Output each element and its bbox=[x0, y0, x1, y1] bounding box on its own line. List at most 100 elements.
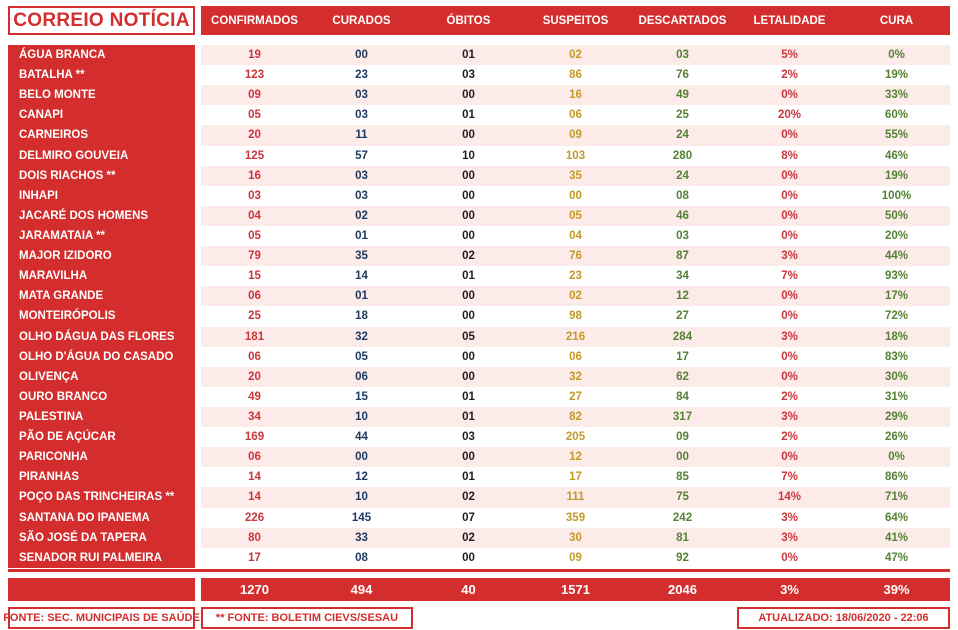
cell-descartados: 87 bbox=[676, 250, 689, 263]
cell-suspeitos: 09 bbox=[569, 551, 582, 564]
cell-cura: 30% bbox=[884, 370, 909, 383]
municipality-row-label: POÇO DAS TRINCHEIRAS ** bbox=[8, 487, 195, 507]
table-row: 79 35 02 76 87 3% 44% bbox=[201, 246, 950, 267]
table-row: 05 01 00 04 03 0% 20% bbox=[201, 226, 950, 246]
cell-obitos: 00 bbox=[462, 89, 475, 102]
municipality-row-label: BELO MONTE bbox=[8, 85, 195, 105]
cell-descartados: 92 bbox=[676, 551, 689, 564]
cell-obitos: 03 bbox=[462, 431, 475, 444]
cell-cura: 41% bbox=[884, 531, 909, 544]
table-row: 04 02 00 05 46 0% 50% bbox=[201, 205, 950, 226]
cell-curados: 08 bbox=[355, 551, 368, 564]
cell-suspeitos: 111 bbox=[566, 491, 585, 504]
municipality-name: MONTEIRÓPOLIS bbox=[19, 310, 116, 323]
column-header: CURADOS bbox=[332, 14, 391, 27]
cell-suspeitos: 98 bbox=[569, 310, 582, 323]
municipality-row-label: DELMIRO GOUVEIA bbox=[8, 146, 195, 166]
source-note-municipal: FONTE: SEC. MUNICIPAIS DE SAÚDE bbox=[3, 607, 200, 629]
cell-letalidade: 2% bbox=[781, 69, 798, 82]
column-header: LETALIDADE bbox=[753, 14, 826, 27]
column-header: CONFIRMADOS bbox=[211, 14, 298, 27]
cell-letalidade: 0% bbox=[781, 310, 798, 323]
cell-cura: 19% bbox=[884, 69, 909, 82]
source-note-cievs: ** FONTE: BOLETIM CIEVS/SESAU bbox=[201, 607, 413, 629]
table-row: 34 10 01 82 317 3% 29% bbox=[201, 406, 950, 428]
cell-cura: 33% bbox=[884, 89, 909, 102]
cell-curados: 03 bbox=[355, 189, 368, 202]
total-cura: 39% bbox=[883, 582, 910, 597]
cell-obitos: 00 bbox=[462, 230, 475, 243]
cell-curados: 23 bbox=[355, 69, 368, 82]
cell-suspeitos: 23 bbox=[569, 270, 582, 283]
cell-descartados: 09 bbox=[676, 431, 689, 444]
total-curados: 494 bbox=[350, 582, 373, 597]
cell-curados: 12 bbox=[355, 471, 368, 484]
table-row: 06 01 00 02 12 0% 17% bbox=[201, 286, 950, 307]
cell-descartados: 00 bbox=[676, 451, 689, 464]
cell-confirmados: 06 bbox=[248, 290, 261, 303]
cell-confirmados: 79 bbox=[248, 250, 261, 263]
column-header: SUSPEITOS bbox=[542, 14, 609, 27]
municipality-row-label: MATA GRANDE bbox=[8, 286, 195, 306]
totals-left-block bbox=[8, 578, 195, 601]
cell-letalidade: 0% bbox=[781, 209, 798, 222]
municipality-name: POÇO DAS TRINCHEIRAS ** bbox=[19, 491, 175, 504]
header-band: CORREIO NOTÍCIA CONFIRMADOS CURADOS ÓBITOS… bbox=[8, 6, 950, 35]
table-row: 20 06 00 32 62 0% 30% bbox=[201, 366, 950, 387]
table-bottom-rule bbox=[8, 569, 950, 572]
cell-cura: 44% bbox=[884, 250, 909, 263]
cell-suspeitos: 205 bbox=[565, 431, 586, 444]
cell-obitos: 01 bbox=[462, 109, 475, 122]
cell-confirmados: 05 bbox=[248, 230, 261, 243]
municipality-name: PARICONHA bbox=[19, 451, 88, 464]
cell-cura: 19% bbox=[884, 169, 909, 182]
cell-obitos: 01 bbox=[462, 270, 475, 283]
cell-letalidade: 0% bbox=[781, 290, 798, 303]
table-row: 49 15 01 27 84 2% 31% bbox=[201, 387, 950, 407]
cell-cura: 64% bbox=[884, 511, 909, 524]
municipality-row-label: JARAMATAIA ** bbox=[8, 226, 195, 246]
cell-letalidade: 0% bbox=[781, 551, 798, 564]
cell-obitos: 00 bbox=[462, 451, 475, 464]
cell-confirmados: 03 bbox=[248, 189, 261, 202]
municipality-row-label: SANTANA DO IPANEMA bbox=[8, 508, 195, 528]
cell-obitos: 07 bbox=[462, 511, 475, 524]
cell-descartados: 317 bbox=[672, 411, 693, 424]
cell-obitos: 00 bbox=[462, 290, 475, 303]
cell-suspeitos: 02 bbox=[569, 290, 582, 303]
cell-confirmados: 19 bbox=[248, 49, 261, 62]
municipality-name: CANAPI bbox=[19, 109, 64, 122]
cell-cura: 50% bbox=[884, 209, 909, 222]
cell-suspeitos: 17 bbox=[569, 471, 582, 484]
municipality-name: PALESTINA bbox=[19, 411, 84, 424]
cell-curados: 35 bbox=[355, 250, 368, 263]
cell-suspeitos: 00 bbox=[569, 189, 582, 202]
municipality-row-label: OURO BRANCO bbox=[8, 387, 195, 407]
cell-obitos: 00 bbox=[462, 169, 475, 182]
cell-curados: 01 bbox=[355, 290, 368, 303]
cell-obitos: 01 bbox=[462, 411, 475, 424]
cell-confirmados: 15 bbox=[248, 270, 261, 283]
table-row: 05 03 01 06 25 20% 60% bbox=[201, 105, 950, 125]
cell-curados: 33 bbox=[355, 531, 368, 544]
cell-confirmados: 09 bbox=[248, 89, 261, 102]
cell-suspeitos: 103 bbox=[565, 149, 586, 162]
municipality-row-label: BATALHA ** bbox=[8, 65, 195, 85]
cell-descartados: 242 bbox=[672, 511, 693, 524]
brand-logo-box: CORREIO NOTÍCIA bbox=[8, 6, 195, 35]
cell-letalidade: 0% bbox=[781, 370, 798, 383]
cell-cura: 31% bbox=[884, 390, 909, 403]
cell-letalidade: 0% bbox=[781, 169, 798, 182]
municipality-row-label: MONTEIRÓPOLIS bbox=[8, 306, 195, 326]
cell-descartados: 08 bbox=[676, 189, 689, 202]
cell-curados: 03 bbox=[355, 169, 368, 182]
municipality-row-label: CARNEIROS bbox=[8, 125, 195, 145]
cell-obitos: 01 bbox=[462, 471, 475, 484]
table-row: 181 32 05 216 284 3% 18% bbox=[201, 326, 950, 347]
municipality-row-label: PÃO DE AÇÚCAR bbox=[8, 427, 195, 447]
cell-cura: 83% bbox=[884, 350, 909, 363]
cell-descartados: 46 bbox=[676, 209, 689, 222]
cell-suspeitos: 09 bbox=[569, 129, 582, 142]
cell-suspeitos: 27 bbox=[569, 390, 582, 403]
